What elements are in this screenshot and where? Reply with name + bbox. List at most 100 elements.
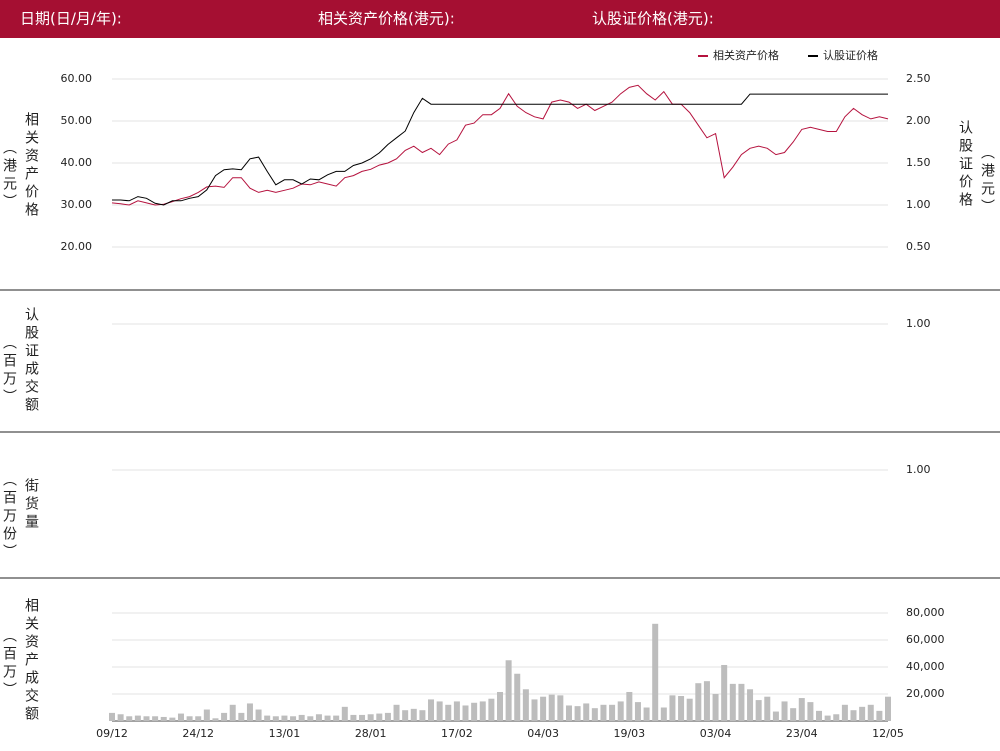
bar [393, 704, 400, 721]
bar [333, 715, 340, 721]
bar [669, 695, 676, 721]
bar [609, 704, 616, 721]
axis-label: 认股证价格 [957, 120, 973, 210]
x-tick-label: 24/12 [182, 727, 214, 740]
y2-tick-label: 2.50 [906, 72, 931, 85]
bar [160, 716, 167, 721]
bar [445, 704, 452, 721]
bar [290, 716, 297, 721]
y-tick-label: 50.00 [61, 114, 93, 127]
bar [686, 698, 693, 721]
bar [514, 673, 521, 721]
bar [126, 716, 133, 721]
x-tick-label: 19/03 [613, 727, 645, 740]
bar [488, 698, 495, 721]
bar [643, 707, 650, 721]
bar [816, 710, 823, 721]
bar [764, 696, 771, 721]
bar [660, 707, 667, 721]
bar [652, 623, 659, 721]
bar [428, 699, 435, 721]
x-tick-label: 12/05 [872, 727, 904, 740]
bar [505, 660, 512, 721]
bar [841, 704, 848, 721]
axis-label-unit: （百万份） [1, 472, 17, 562]
legend-label: 认股证价格 [823, 48, 878, 62]
bar [229, 704, 236, 721]
y2-tick-label: 1.00 [906, 317, 931, 330]
bar [246, 703, 253, 721]
bar [255, 709, 262, 721]
x-tick-label: 13/01 [269, 727, 301, 740]
axis-label-unit: （港元） [1, 140, 17, 212]
bar [221, 712, 228, 721]
bar [574, 706, 581, 721]
bar [497, 691, 503, 721]
bar [436, 701, 443, 721]
y2-tick-label: 1.00 [906, 463, 931, 476]
bar [152, 716, 159, 721]
bar [186, 716, 193, 721]
bar [824, 715, 831, 721]
y2-tick-label: 80,000 [906, 606, 945, 619]
bar [695, 683, 702, 721]
bar [600, 704, 607, 721]
axis-label: 相关资产价格 [23, 112, 39, 220]
bar [798, 698, 805, 721]
series-line [112, 93, 888, 206]
bar [721, 664, 728, 721]
bar [212, 718, 219, 721]
bar [367, 714, 374, 721]
bar [315, 714, 322, 721]
bar [134, 715, 141, 721]
y2-tick-label: 2.00 [906, 114, 931, 127]
bar [591, 708, 598, 721]
x-tick-label: 09/12 [96, 727, 128, 740]
y2-tick-label: 40,000 [906, 660, 945, 673]
bar [548, 694, 555, 721]
series-line [111, 84, 889, 206]
bar [479, 701, 486, 721]
bar [177, 713, 184, 721]
bar [833, 714, 840, 721]
bar [859, 706, 866, 721]
x-tick-label: 03/04 [700, 727, 732, 740]
bar [885, 696, 891, 721]
bar [703, 681, 710, 721]
y-tick-label: 20.00 [61, 240, 93, 253]
axis-label: 街货量 [23, 478, 39, 532]
bar [143, 716, 150, 721]
bar [729, 683, 736, 721]
bar [471, 702, 478, 721]
y2-tick-label: 1.00 [906, 198, 931, 211]
y-tick-label: 40.00 [61, 156, 93, 169]
bar [557, 695, 564, 721]
y2-tick-label: 60,000 [906, 633, 945, 646]
bar [419, 710, 426, 721]
bar [402, 710, 409, 721]
axis-label: 相关资产成交额 [23, 598, 39, 724]
bar [583, 703, 590, 721]
bar [772, 711, 779, 721]
bar [790, 708, 797, 721]
bar [117, 714, 124, 721]
bar [307, 716, 314, 721]
bar [522, 689, 529, 721]
bar [850, 710, 857, 721]
bar [298, 714, 305, 721]
axis-label-unit: （百万） [1, 628, 17, 700]
bar [350, 714, 357, 721]
bar [462, 705, 469, 721]
bar [738, 683, 745, 721]
header-warrant-label: 认股证价格(港元): [592, 10, 714, 28]
bar [781, 701, 788, 721]
header-bar [0, 0, 1000, 38]
header-asset-label: 相关资产价格(港元): [318, 10, 455, 28]
bar [807, 702, 814, 721]
bar [169, 717, 176, 721]
bar [626, 691, 633, 721]
bar [617, 701, 624, 721]
axis-label-unit: （百万） [1, 335, 17, 407]
y-tick-label: 60.00 [61, 72, 93, 85]
